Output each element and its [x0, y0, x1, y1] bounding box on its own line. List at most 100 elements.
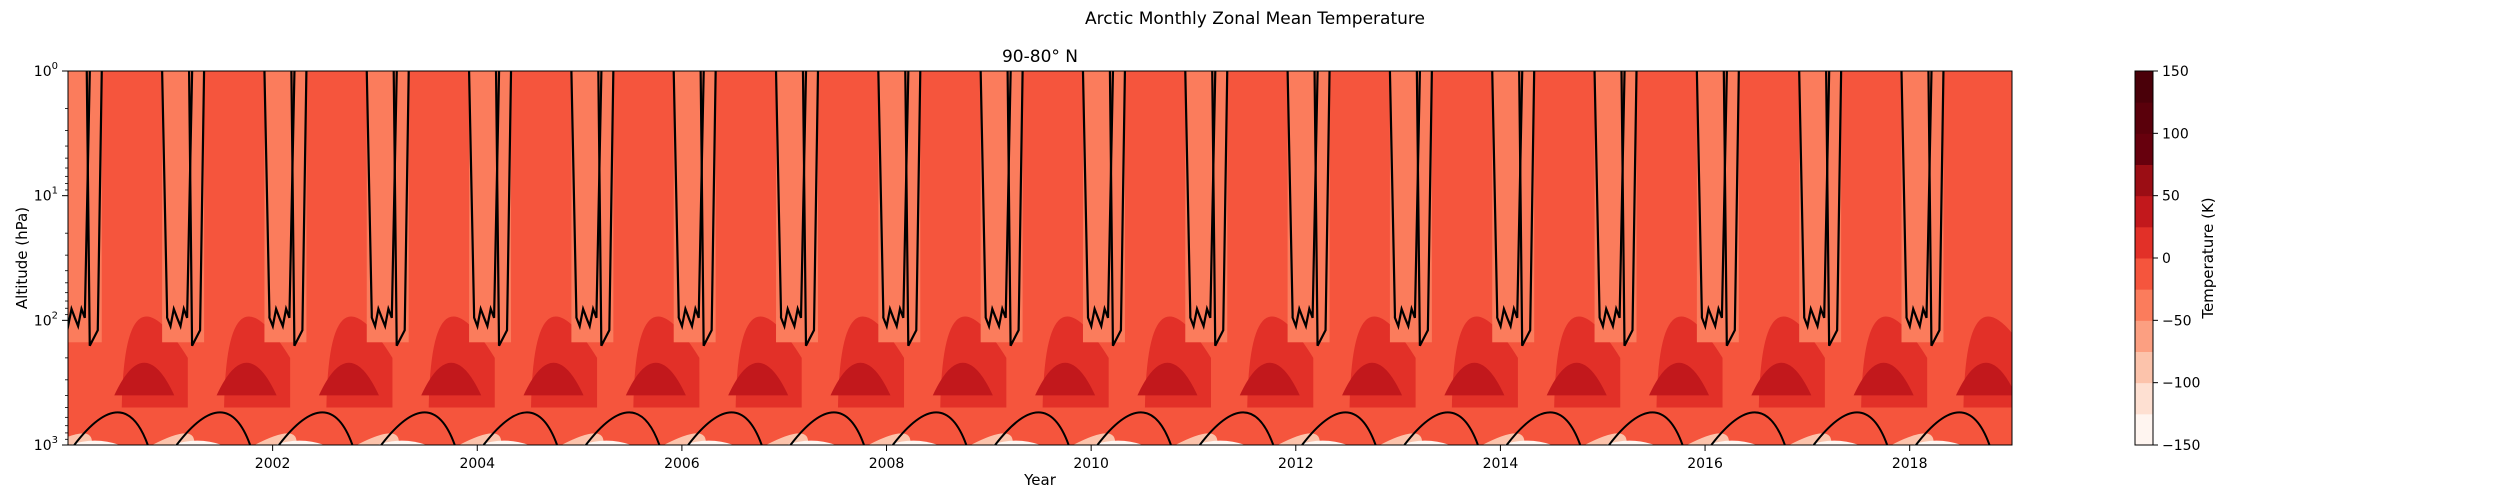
colorbar-tick-label: 50 [2162, 189, 2180, 205]
contour-winter-right [392, 71, 410, 347]
surface-lightest [69, 440, 120, 445]
contour-winter-left [774, 71, 808, 331]
summer-peak [318, 362, 379, 396]
x-axis-label: Year [1023, 471, 1057, 489]
contour-winter-left [1593, 71, 1626, 331]
contour-summer [1608, 411, 1684, 445]
winter-band [1594, 71, 1637, 343]
colorbar-swatch [2135, 133, 2153, 165]
x-tick-label: 2010 [1073, 456, 1109, 472]
summer-peak [830, 362, 891, 396]
contour-winter-left [161, 71, 194, 331]
surface-lightest [1809, 440, 1860, 445]
summer-peak [216, 362, 277, 396]
contour-summer [892, 411, 968, 445]
surface-lightest [274, 440, 325, 445]
colorbar-swatch [2135, 258, 2153, 290]
winter-band [980, 71, 1023, 343]
summer-peak [1239, 362, 1300, 396]
x-tick-label: 2008 [869, 456, 905, 472]
contour-winter-left [1491, 71, 1524, 331]
contour-winter-right [1415, 71, 1433, 347]
contour-winter-right [290, 71, 308, 347]
winter-band [878, 71, 921, 343]
surface-lightest [1297, 440, 1348, 445]
summer-peak [625, 362, 686, 396]
summer-peak [1546, 362, 1607, 396]
winter-band [571, 71, 614, 343]
y-tick-label: 103 [34, 435, 58, 454]
colorbar-swatch [2135, 320, 2153, 352]
colorbar-swatch [2135, 102, 2153, 134]
summer-peak [728, 362, 789, 396]
surface-lightest [1399, 440, 1450, 445]
contour-summer [994, 411, 1070, 445]
colorbar-tick-label: −150 [2162, 438, 2200, 454]
winter-band [469, 71, 512, 343]
x-tick-label: 2004 [459, 456, 495, 472]
y-tick-label: 102 [34, 310, 58, 329]
contour-winter-left [979, 71, 1012, 331]
contour-winter-right [904, 71, 922, 347]
summer-peak [114, 362, 175, 396]
contour-winter-left [1184, 71, 1217, 331]
contour-winter-right [1108, 71, 1127, 347]
y-tick-label: 101 [34, 186, 58, 205]
contour-winter-right [494, 71, 513, 347]
surface-lightest [888, 440, 939, 445]
colorbar: −150 −100 −50 0 50 100 150 [2134, 64, 2200, 454]
summer-peak [1342, 362, 1403, 396]
surface-lightest [1604, 440, 1655, 445]
surface-lightest [1502, 440, 1553, 445]
contour-winter-right [1722, 71, 1740, 347]
contour-winter-right [85, 71, 103, 347]
contour-summer [1915, 411, 1991, 445]
surface-lightest [786, 440, 837, 445]
contour-summer [1198, 411, 1275, 445]
y-tick-label: 100 [34, 61, 58, 80]
y-axis: 100 101 102 103 [34, 61, 68, 454]
winter-band [673, 71, 716, 343]
winter-band [162, 71, 205, 343]
summer-peak [1137, 362, 1198, 396]
summer-peak [932, 362, 993, 396]
contour-winter-right [1620, 71, 1638, 347]
colorbar-swatch [2135, 351, 2153, 384]
surface-lightest [479, 440, 530, 445]
contour-summer [789, 411, 865, 445]
contour-winter-left [1388, 71, 1422, 331]
summer-peak [523, 362, 584, 396]
contour-summer [73, 411, 149, 445]
x-tick-label: 2012 [1278, 456, 1314, 472]
contour-summer [175, 411, 252, 445]
summer-peak [1444, 362, 1505, 396]
winter-band [1185, 71, 1228, 343]
contour-summer [1301, 411, 1377, 445]
colorbar-tick-label: 100 [2162, 126, 2189, 142]
colorbar-swatch [2135, 71, 2153, 103]
winter-band [1492, 71, 1535, 343]
x-tick-label: 2014 [1483, 456, 1519, 472]
summer-peak [1035, 362, 1096, 396]
contour-summer [1505, 411, 1582, 445]
colorbar-tick-label: −100 [2162, 376, 2200, 392]
colorbar-swatch [2135, 382, 2153, 415]
contour-winter-right [1313, 71, 1331, 347]
summer-peak [1853, 362, 1914, 396]
contour-winter-left [68, 71, 91, 331]
contour-winter-right [699, 71, 717, 347]
contour-winter-right [597, 71, 615, 347]
summer-peak [421, 362, 482, 396]
contour-summer [482, 411, 559, 445]
contour-winter-left [1286, 71, 1319, 331]
colorbar-swatch [2135, 289, 2153, 321]
contour-summer [585, 411, 661, 445]
colorbar-label: Temperature (K) [2199, 197, 2217, 319]
surface-lightest [1911, 440, 1962, 445]
winter-band [264, 71, 307, 343]
x-tick-label: 2016 [1687, 456, 1723, 472]
surface-lightest [1195, 440, 1246, 445]
colorbar-swatch [2135, 226, 2153, 259]
contour-winter-left [1798, 71, 1831, 331]
